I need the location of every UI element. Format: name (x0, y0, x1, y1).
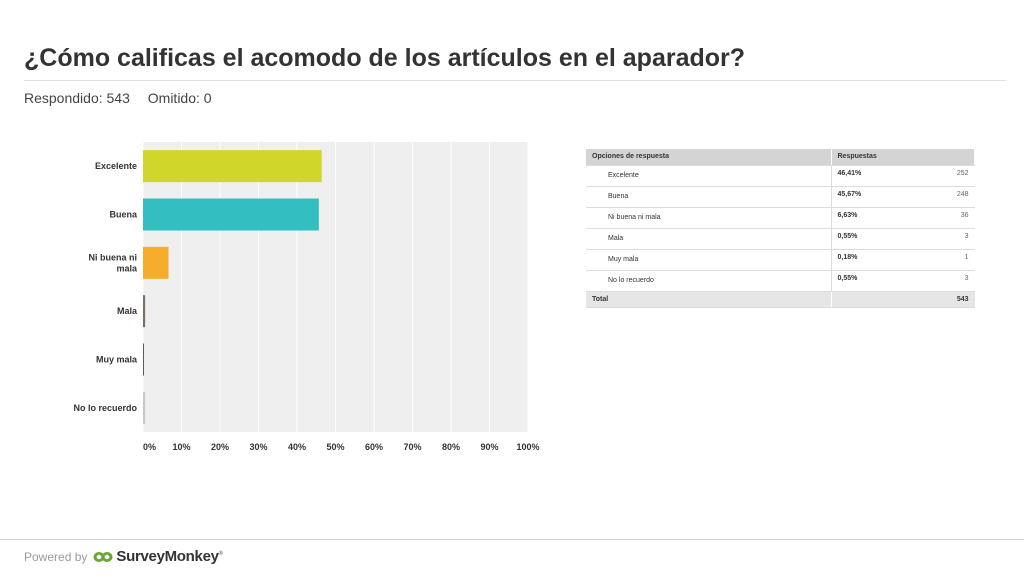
category-label: Ni buena ni mala (88, 252, 138, 273)
table-row: No lo recuerdo 0,55% 3 (586, 270, 975, 292)
row-percent: 0,55% (831, 270, 901, 292)
row-count: 36 (901, 207, 975, 229)
row-option: Excelente (586, 165, 832, 187)
bar-5 (143, 391, 146, 424)
row-option: Ni buena ni mala (586, 207, 832, 229)
table-header-row: Opciones de respuesta Respuestas (586, 149, 975, 166)
x-tick-label: 100% (516, 442, 539, 452)
x-tick-label: 10% (172, 442, 190, 452)
table-total-row: Total 543 (586, 291, 975, 308)
bar-chart: Excelente Buena Ni buena ni mala Mala Muy mal… (73, 142, 540, 452)
footer: Powered by SurveyMonkey® (24, 548, 223, 565)
row-option: Mala (586, 228, 832, 250)
skipped-count: Omitido: 0 (147, 90, 212, 106)
brand-name: SurveyMonkey® (116, 548, 223, 565)
row-option: Muy mala (586, 249, 832, 271)
x-tick-label: 50% (326, 442, 344, 452)
x-tick-label: 60% (365, 442, 383, 452)
category-label: No lo recuerdo (73, 403, 137, 413)
bar-1 (143, 198, 319, 231)
bar-3 (143, 295, 146, 328)
x-tick-label: 90% (480, 442, 498, 452)
bar-0 (143, 150, 322, 183)
responses-table: Opciones de respuesta Respuestas Excelen… (586, 149, 975, 308)
answered-count: Respondido: 543 (24, 90, 130, 106)
row-percent: 46,41% (831, 165, 901, 187)
x-tick-label: 20% (211, 442, 229, 452)
category-label: Buena (109, 210, 138, 220)
row-percent: 45,67% (831, 186, 901, 208)
title-divider (24, 80, 1006, 81)
header-options: Opciones de respuesta (586, 149, 832, 166)
total-count: 543 (901, 291, 975, 308)
category-label: Excelente (95, 161, 137, 171)
bar-4 (143, 343, 144, 376)
footer-divider (0, 539, 1024, 540)
category-label: Mala (117, 306, 138, 316)
bar-2 (143, 246, 169, 279)
row-count: 3 (901, 270, 975, 292)
row-count: 252 (901, 165, 975, 187)
category-label: Muy mala (96, 355, 138, 365)
powered-by-text: Powered by (24, 549, 88, 564)
table-row: Muy mala 0,18% 1 (586, 249, 975, 271)
table-row: Excelente 46,41% 252 (586, 165, 975, 187)
total-empty (831, 291, 901, 308)
x-tick-label: 30% (249, 442, 267, 452)
row-percent: 0,18% (831, 249, 901, 271)
x-tick-label: 70% (403, 442, 421, 452)
header-responses: Respuestas (831, 149, 975, 166)
total-label: Total (586, 291, 832, 308)
row-count: 1 (901, 249, 975, 271)
row-percent: 0,55% (831, 228, 901, 250)
surveymonkey-logo-icon (93, 551, 113, 562)
row-count: 248 (901, 186, 975, 208)
row-count: 3 (901, 228, 975, 250)
x-tick-label: 40% (288, 442, 306, 452)
x-tick-label: 0% (143, 442, 156, 452)
trademark-symbol: ® (218, 551, 223, 557)
page-title: ¿Cómo calificas el acomodo de los artícu… (24, 44, 746, 72)
row-option: No lo recuerdo (586, 270, 832, 292)
table-row: Buena 45,67% 248 (586, 186, 975, 208)
row-option: Buena (586, 186, 832, 208)
x-tick-label: 80% (442, 442, 460, 452)
response-meta: Respondido: 543 Omitido: 0 (24, 90, 226, 106)
table-row: Mala 0,55% 3 (586, 228, 975, 250)
row-percent: 6,63% (831, 207, 901, 229)
table-row: Ni buena ni mala 6,63% 36 (586, 207, 975, 229)
